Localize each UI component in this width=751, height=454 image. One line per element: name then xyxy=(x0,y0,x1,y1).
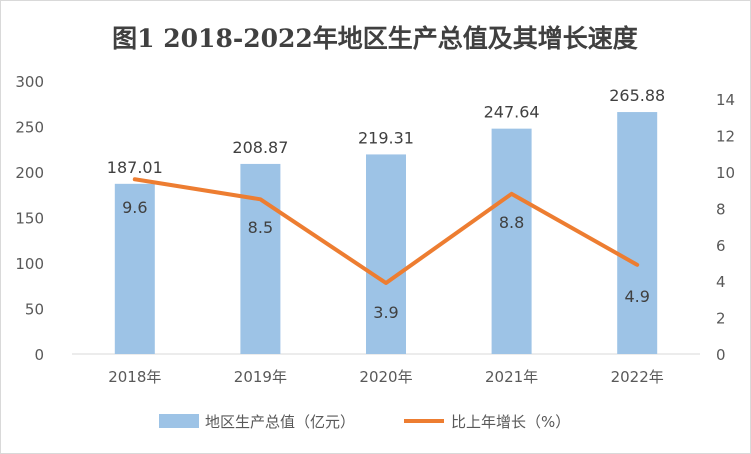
right-axis-tick-label: 4 xyxy=(716,273,726,291)
x-axis-tick-label: 2020年 xyxy=(359,368,412,386)
bar-value-label: 187.01 xyxy=(107,158,163,177)
growth-point xyxy=(510,192,514,196)
growth-point xyxy=(635,263,639,267)
chart-title: 图1 2018-2022年地区生产总值及其增长速度 xyxy=(112,24,638,53)
growth-value-label: 9.6 xyxy=(122,198,147,217)
right-axis-tick-label: 2 xyxy=(716,310,726,328)
right-axis-tick-label: 12 xyxy=(716,128,735,146)
left-axis-tick-label: 50 xyxy=(25,301,44,319)
right-axis-tick-label: 8 xyxy=(716,200,726,218)
left-axis-tick-label: 300 xyxy=(15,73,44,91)
x-axis-tick-label: 2019年 xyxy=(234,368,287,386)
left-axis-tick-label: 0 xyxy=(34,346,44,364)
legend: 地区生产总值（亿元） 比上年增长（%） xyxy=(159,413,570,431)
left-axis-ticks: 0 50 100 150 200 250 300 xyxy=(15,73,44,364)
legend-line-label: 比上年增长（%） xyxy=(451,413,570,431)
bar-value-label: 265.88 xyxy=(609,86,665,105)
x-axis-tick-label: 2022年 xyxy=(611,368,664,386)
right-axis-tick-label: 10 xyxy=(716,164,735,182)
growth-point xyxy=(384,281,388,285)
right-axis-ticks: 0 2 4 6 8 10 12 14 xyxy=(716,91,735,364)
bar-2022年 xyxy=(617,112,658,355)
left-axis-tick-label: 200 xyxy=(15,164,44,182)
growth-point xyxy=(133,177,137,181)
x-axis-labels: 2018年 2019年 2020年 2021年 2022年 xyxy=(108,368,664,386)
growth-value-label: 3.9 xyxy=(373,303,398,322)
bar-2018年 xyxy=(114,183,155,354)
growth-point xyxy=(258,197,262,201)
left-axis-tick-label: 250 xyxy=(15,119,44,137)
right-axis-tick-label: 0 xyxy=(716,346,726,364)
bar-value-label: 247.64 xyxy=(484,103,540,122)
growth-value-label: 8.5 xyxy=(248,218,273,237)
legend-bar-label: 地区生产总值（亿元） xyxy=(205,413,355,431)
left-axis-tick-label: 150 xyxy=(15,210,44,228)
bar-value-label: 208.87 xyxy=(232,138,288,157)
line-series: 9.6 8.5 3.9 8.8 4.9 xyxy=(122,177,650,322)
x-axis-tick-label: 2018年 xyxy=(108,368,161,386)
bar-2019年 xyxy=(240,163,281,354)
bar-value-label: 219.31 xyxy=(358,128,414,147)
bar-2021年 xyxy=(491,128,532,354)
growth-value-label: 4.9 xyxy=(624,287,649,306)
x-axis-tick-label: 2021年 xyxy=(485,368,538,386)
right-axis-tick-label: 6 xyxy=(716,237,726,255)
right-axis-tick-label: 14 xyxy=(716,91,735,109)
bar-2020年 xyxy=(366,154,406,354)
left-axis-tick-label: 100 xyxy=(15,255,44,273)
legend-bar-swatch xyxy=(159,414,199,428)
growth-value-label: 8.8 xyxy=(499,213,524,232)
